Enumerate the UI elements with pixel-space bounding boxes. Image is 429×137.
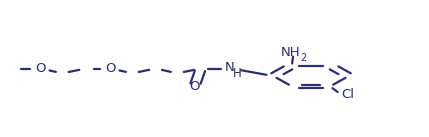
Text: O: O	[36, 62, 46, 75]
Text: NH: NH	[281, 46, 301, 59]
Text: H: H	[233, 67, 242, 80]
Text: O: O	[106, 62, 116, 75]
Text: N: N	[225, 61, 235, 74]
Text: Cl: Cl	[341, 88, 354, 101]
Text: O: O	[189, 81, 199, 93]
Text: 2: 2	[301, 53, 307, 63]
